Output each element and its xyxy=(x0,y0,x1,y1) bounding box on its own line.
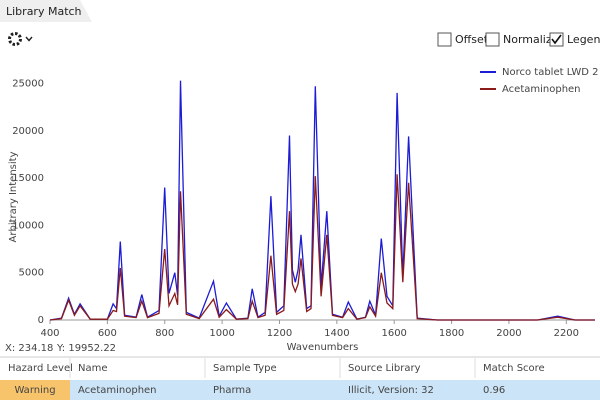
legend-label: Acetaminophen xyxy=(502,84,581,95)
dropdown-arrow xyxy=(25,36,33,42)
column-header: Name xyxy=(78,363,108,374)
y-tick-label: 25000 xyxy=(12,78,44,89)
checkbox[interactable] xyxy=(437,32,452,47)
table-row[interactable] xyxy=(0,380,600,400)
hazard-level: Warning xyxy=(14,385,55,396)
checkbox-label: Legend xyxy=(567,33,600,46)
legend-label: Norco tablet LWD 2 xyxy=(502,67,599,78)
x-tick-label: 1600 xyxy=(381,328,406,339)
x-tick-label: 800 xyxy=(155,328,174,339)
table-cell: Acetaminophen xyxy=(78,385,157,396)
y-tick-label: 15000 xyxy=(12,173,44,184)
y-axis-label: Arbitrary Intensity xyxy=(8,151,19,242)
cursor-y: Y: 19952.22 xyxy=(56,343,116,354)
x-tick-label: 2000 xyxy=(496,328,521,339)
settings-menu[interactable] xyxy=(8,32,33,46)
x-tick-label: 600 xyxy=(98,328,117,339)
checkmark xyxy=(551,34,562,45)
column-header: Source Library xyxy=(348,363,421,374)
checkbox-label: Normalize xyxy=(503,33,559,46)
cursor-x: X: 234.18 xyxy=(5,343,53,354)
y-tick-label: 0 xyxy=(38,315,44,326)
tab-title: Library Match xyxy=(6,5,82,18)
column-header: Sample Type xyxy=(213,363,277,374)
x-tick-label: 1800 xyxy=(439,328,464,339)
column-header: Hazard Level xyxy=(8,363,73,374)
x-tick-label: 1400 xyxy=(324,328,349,339)
y-tick-label: 5000 xyxy=(19,268,44,279)
checkbox[interactable] xyxy=(485,32,500,47)
tab[interactable] xyxy=(0,0,92,22)
x-tick-label: 1000 xyxy=(209,328,234,339)
x-tick-label: 1200 xyxy=(267,328,292,339)
spectrum-line xyxy=(49,174,595,321)
column-header: Match Score xyxy=(483,363,545,374)
hazard-cell xyxy=(0,380,70,400)
gear-hole xyxy=(13,37,17,41)
x-tick-label: 400 xyxy=(40,328,59,339)
y-tick-label: 10000 xyxy=(12,220,44,231)
x-tick-label: 2200 xyxy=(554,328,579,339)
gear-icon xyxy=(8,32,22,46)
checkbox-label: Offset xyxy=(455,33,489,46)
table-cell: Illicit, Version: 32 xyxy=(348,385,434,396)
x-axis-label: Wavenumbers xyxy=(287,342,359,353)
table-cell: Pharma xyxy=(213,385,251,396)
y-tick-label: 20000 xyxy=(12,126,44,137)
table-cell: 0.96 xyxy=(483,385,505,396)
